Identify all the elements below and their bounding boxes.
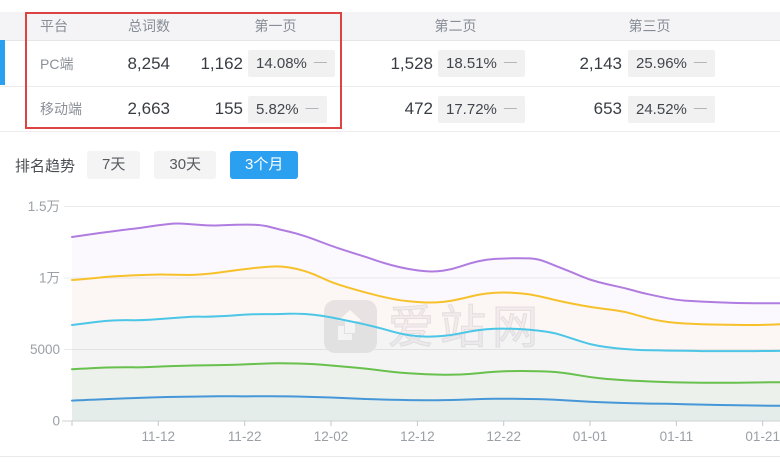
rank-trend-chart: 爱站网 11-12 11-22 12-02 12-12 12-22 01-01 01-11 01…: [0, 190, 780, 456]
tab-3-months[interactable]: 3个月: [230, 151, 299, 179]
page1-percent: 14.08%: [256, 55, 307, 72]
x-axis-label: 01-11: [660, 429, 694, 444]
trend-section-title: 排名趋势: [15, 157, 76, 175]
flat-trend-icon: —: [305, 99, 319, 115]
header-page1: 第一页: [254, 18, 297, 34]
line-yellow-area: [72, 266, 780, 421]
page1-percent-badge: 14.08% —: [248, 50, 335, 77]
page2-percent-badge: 17.72% —: [438, 95, 525, 123]
active-row-accent-bar: [0, 40, 5, 85]
header-page3: 第三页: [628, 18, 671, 34]
y-axis-label: 1.5万: [28, 199, 60, 214]
page2-percent: 18.51%: [446, 55, 497, 72]
page2-count: 472: [404, 99, 433, 118]
aizhan-watermark: 爱站网: [324, 300, 544, 354]
tab-7-days[interactable]: 7天: [87, 151, 141, 179]
table-row-pc: PC端 8,254 1,162 14.08% — 1,528 18.51% — 2,…: [0, 41, 780, 87]
trend-tabs-bar: 排名趋势 7天 30天 3个月: [15, 151, 299, 179]
platform-label: 移动端: [40, 101, 82, 117]
line-green: [71, 362, 780, 384]
flat-trend-icon: —: [503, 54, 517, 69]
platform-label: PC端: [40, 55, 74, 72]
rank-stats-table: 平台 总词数 第一页 第二页 第三页 PC端 8,254 1,162 14.08…: [0, 12, 780, 132]
page1-count: 155: [214, 99, 243, 118]
x-axis-label: 11-12: [142, 429, 176, 444]
page3-percent: 25.96%: [636, 55, 687, 72]
flat-trend-icon: —: [503, 99, 517, 115]
page1-percent: 5.82%: [256, 100, 299, 118]
header-platform: 平台: [40, 18, 68, 34]
total-words-value: 8,254: [127, 53, 170, 73]
line-green-area: [72, 363, 780, 421]
x-axis-label: 11-22: [228, 429, 262, 444]
y-axis-label: 1万: [39, 271, 60, 286]
x-axis-label: 12-22: [486, 429, 521, 444]
line-cyan: [71, 312, 780, 353]
page3-count: 2,143: [579, 53, 622, 73]
line-cyan-area: [72, 313, 780, 421]
x-axis-label: 01-21: [745, 429, 780, 444]
page2-count: 1,528: [390, 53, 433, 73]
page2-percent-badge: 18.51% —: [438, 50, 525, 77]
x-axis-label: 12-02: [314, 429, 349, 444]
line-purple: [71, 222, 780, 305]
page2-percent: 17.72%: [446, 100, 497, 118]
flat-trend-icon: —: [313, 54, 327, 69]
page1-percent-badge: 5.82% —: [248, 95, 327, 123]
flat-trend-icon: —: [693, 99, 707, 115]
page3-percent-badge: 24.52% —: [628, 95, 715, 123]
page3-count: 653: [593, 99, 622, 118]
table-header-row: 平台 总词数 第一页 第二页 第三页: [0, 12, 780, 41]
total-words-value: 2,663: [127, 99, 170, 118]
x-axis-label: 12-12: [400, 429, 435, 444]
header-total-words: 总词数: [128, 18, 170, 34]
y-axis-label: 5000: [30, 342, 60, 357]
header-page2: 第二页: [434, 18, 477, 34]
page3-percent-badge: 25.96% —: [628, 50, 715, 77]
svg-text:爱站网: 爱站网: [388, 301, 544, 353]
line-yellow: [71, 265, 780, 326]
table-row-mobile: 移动端 2,663 155 5.82% — 472 17.72% — 653 24.…: [0, 87, 780, 132]
y-axis-label: 0: [52, 414, 60, 429]
line-blue: [71, 395, 780, 407]
bottom-divider: [0, 456, 780, 457]
flat-trend-icon: —: [693, 54, 707, 69]
page3-percent: 24.52%: [636, 100, 687, 118]
line-purple-area: [72, 223, 780, 421]
tab-30-days[interactable]: 30天: [154, 151, 217, 179]
x-axis-label: 01-01: [573, 429, 608, 444]
page1-count: 1,162: [200, 53, 243, 73]
